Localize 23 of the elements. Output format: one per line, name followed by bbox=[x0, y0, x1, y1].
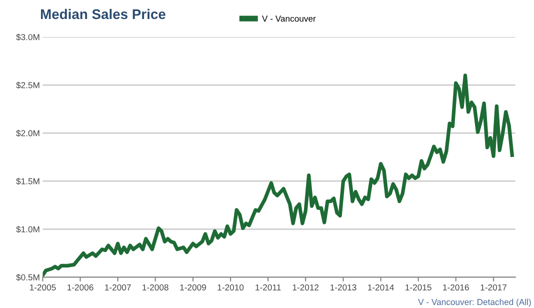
chart-title: Median Sales Price bbox=[40, 8, 166, 20]
x-tick-label: 1-2009 bbox=[180, 284, 206, 290]
x-tick-label: 1-2013 bbox=[330, 284, 356, 290]
x-tick-label: 1-2015 bbox=[406, 284, 432, 290]
y-tick-label: $0.5M bbox=[16, 274, 40, 281]
x-tick-label: 1-2005 bbox=[30, 284, 56, 290]
y-tick-label: $3.0M bbox=[16, 34, 40, 41]
x-tick-label: 1-2006 bbox=[68, 284, 94, 290]
text: V - Vancouver: Detached (All) bbox=[418, 298, 531, 307]
x-tick-label: 1-2016 bbox=[443, 284, 469, 290]
x-tick-label: 1-2010 bbox=[218, 284, 244, 290]
line-series bbox=[42, 74, 514, 278]
y-tick-label: $1.5M bbox=[16, 178, 40, 185]
x-tick-label: 1-2008 bbox=[142, 284, 168, 290]
x-tick-label: 1-2014 bbox=[368, 284, 394, 290]
y-tick-label: $1.0M bbox=[16, 226, 40, 233]
x-tick-label: 1-2011 bbox=[256, 284, 281, 290]
legend-label: V - Vancouver bbox=[262, 16, 316, 22]
x-tick-label: 1-2012 bbox=[292, 284, 319, 290]
y-tick-label: $2.0M bbox=[16, 130, 40, 137]
y-tick-label: $2.5M bbox=[16, 82, 40, 89]
x-tick-label: 1-2007 bbox=[105, 284, 131, 290]
x-tick-label: 1-2017 bbox=[480, 284, 506, 290]
